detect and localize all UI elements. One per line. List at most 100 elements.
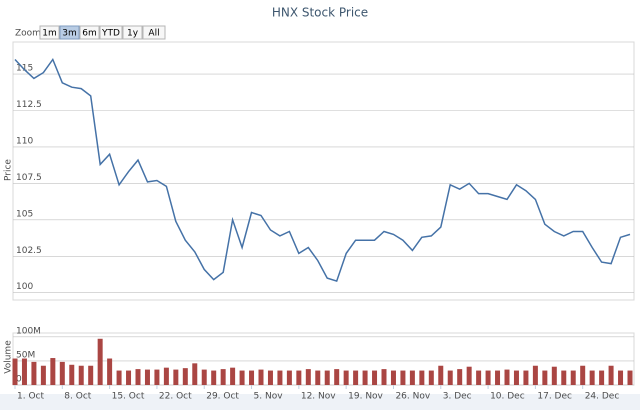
- zoom-label: Zoom: [15, 29, 41, 39]
- volume-bar: [485, 370, 491, 385]
- volume-bar: [182, 368, 188, 385]
- volume-bar: [267, 370, 273, 385]
- range-button[interactable]: 1m: [39, 25, 60, 40]
- volume-bar: [135, 369, 141, 385]
- volume-bar: [419, 370, 425, 385]
- volume-bar: [21, 358, 27, 385]
- volume-bar: [523, 370, 529, 385]
- x-tick-label: 22. Oct: [159, 392, 192, 402]
- volume-bar: [589, 370, 595, 385]
- range-button-box: [122, 25, 143, 40]
- x-tick-label: 24. Dec: [585, 392, 620, 402]
- range-button-box: [142, 25, 166, 40]
- range-button-label: 3m: [62, 29, 77, 39]
- volume-bar: [220, 369, 226, 385]
- volume-bar: [59, 361, 65, 385]
- volume-bar: [97, 338, 103, 385]
- volume-bar: [107, 358, 113, 385]
- y-tick-label: 110: [16, 136, 33, 146]
- range-button-box: [99, 25, 123, 40]
- volume-bar: [428, 370, 434, 385]
- volume-bar: [50, 358, 56, 385]
- volume-bar: [580, 365, 586, 385]
- y-tick-label: 0: [16, 375, 22, 385]
- x-tick-label: 3. Dec: [443, 392, 472, 402]
- x-tick-label: 5. Nov: [254, 392, 284, 402]
- volume-bar: [372, 370, 378, 385]
- x-tick-label: 19. Nov: [348, 392, 383, 402]
- volume-bar: [618, 370, 624, 385]
- volume-bar: [381, 369, 387, 385]
- volume-bar: [400, 370, 406, 385]
- range-button[interactable]: YTD: [99, 25, 123, 40]
- x-tick-label: 1. Oct: [17, 392, 44, 402]
- x-tick-label: 12. Nov: [301, 392, 336, 402]
- y-tick-label: 115: [16, 64, 33, 74]
- volume-bar: [144, 369, 150, 385]
- volume-bar: [31, 361, 37, 385]
- volume-bar: [154, 369, 160, 385]
- range-button[interactable]: 1y: [122, 25, 143, 40]
- range-button-label: 1m: [42, 29, 57, 39]
- volume-bar: [343, 370, 349, 385]
- price-line: [14, 57, 631, 283]
- plot-border: [12, 41, 635, 301]
- volume-bar: [599, 370, 605, 385]
- volume-bar: [78, 365, 84, 385]
- volume-bar: [476, 370, 482, 385]
- volume-bar: [296, 370, 302, 385]
- volume-bar: [201, 369, 207, 385]
- y-tick-label: 100M: [16, 326, 41, 336]
- volume-bar: [362, 370, 368, 385]
- volume-bar: [286, 370, 292, 385]
- volume-bar: [230, 367, 236, 385]
- volume-bar: [495, 370, 501, 385]
- volume-bar: [390, 370, 396, 385]
- volume-bar: [438, 365, 444, 385]
- chart-title: HNX Stock Price: [272, 6, 368, 20]
- y-tick-label: 102.5: [16, 246, 42, 256]
- volume-bar: [163, 367, 169, 385]
- range-button-box: [79, 25, 100, 40]
- volume-bar: [353, 370, 359, 385]
- volume-bar: [116, 370, 122, 385]
- volume-bar: [239, 370, 245, 385]
- volume-bar: [532, 365, 538, 385]
- volume-bar: [249, 370, 255, 385]
- range-button[interactable]: 6m: [79, 25, 100, 40]
- volume-bar: [627, 370, 633, 385]
- x-tick-label: 10. Dec: [490, 392, 525, 402]
- volume-bar: [126, 370, 132, 385]
- volume-bar: [315, 370, 321, 385]
- volume-bar: [258, 369, 264, 385]
- volume-bar: [570, 370, 576, 385]
- volume-bar: [88, 365, 94, 385]
- range-button-label: YTD: [101, 29, 120, 39]
- x-tick-label: 29. Oct: [206, 392, 239, 402]
- range-button[interactable]: 3m: [59, 25, 80, 40]
- volume-bar: [513, 370, 519, 385]
- range-button-label: 6m: [82, 29, 97, 39]
- y-tick-label: 107.5: [16, 173, 42, 183]
- volume-bar: [409, 370, 415, 385]
- y-tick-label: 50M: [16, 350, 35, 360]
- x-tick-label: 26. Nov: [395, 392, 430, 402]
- volume-bar: [542, 370, 548, 385]
- x-tick-label: 8. Oct: [64, 392, 91, 402]
- range-button-box: [39, 25, 60, 40]
- volume-bar: [551, 366, 557, 385]
- volume-bar: [12, 358, 18, 385]
- volume-bar: [40, 365, 46, 385]
- volume-bar: [173, 369, 179, 385]
- volume-bar: [305, 369, 311, 385]
- range-buttons: 1m 3m 6m YTD 1y All: [39, 25, 166, 40]
- volume-bar: [608, 365, 614, 385]
- range-button[interactable]: All: [142, 25, 166, 40]
- volume-bar: [211, 370, 217, 385]
- volume-bar: [277, 370, 283, 385]
- volume-bar: [69, 364, 75, 385]
- volume-bar: [561, 370, 567, 385]
- y-axis-title: Price: [4, 159, 14, 181]
